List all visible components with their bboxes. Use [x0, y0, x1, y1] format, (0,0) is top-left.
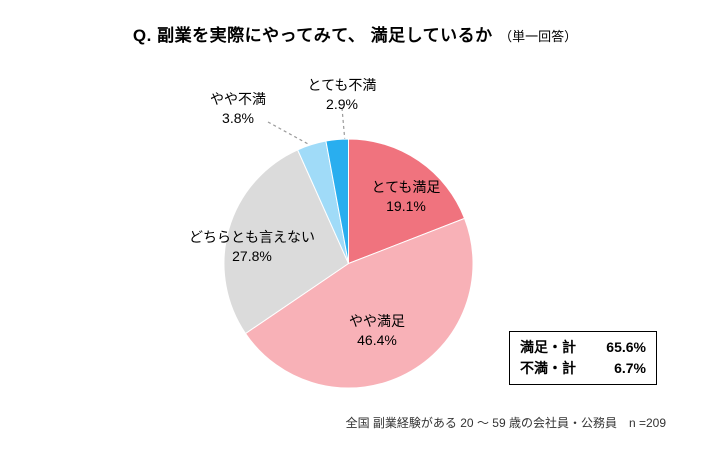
slice-label-yaya-manzoku: やや満足 46.4%: [349, 312, 405, 350]
slice-label-value: 2.9%: [326, 96, 358, 112]
slice-label-name: やや不満: [210, 91, 266, 107]
slice-label-dochira: どちらとも言えない 27.8%: [189, 228, 315, 266]
slice-label-value: 19.1%: [386, 198, 426, 214]
pie-slice-2: [244, 217, 474, 389]
summary-value: 6.7%: [614, 360, 646, 376]
slice-label-name: やや満足: [349, 313, 405, 329]
footnote: 全国 副業経験がある 20 ～ 59 歳の会社員・公務員 n =209: [345, 416, 666, 430]
summary-label: 満足・計: [520, 339, 576, 355]
chart-title-text: Q. 副業を実際にやってみて、 満足しているか: [132, 26, 493, 45]
slice-label-value: 46.4%: [357, 332, 397, 348]
summary-row-dissatisfied: 不満・計 6.7%: [520, 358, 646, 379]
slice-label-name: どちらとも言えない: [189, 229, 315, 245]
summary-label: 不満・計: [520, 360, 576, 376]
summary-row-satisfied: 満足・計 65.6%: [520, 337, 646, 358]
chart-title-suffix: （単一回答）: [499, 29, 578, 44]
slice-label-value: 3.8%: [222, 110, 254, 126]
pie-slice-3: [223, 149, 350, 335]
summary-box: 満足・計 65.6% 不満・計 6.7%: [509, 331, 657, 385]
slice-label-yaya-fuman: やや不満 3.8%: [210, 90, 266, 128]
slice-label-value: 27.8%: [232, 248, 272, 264]
slice-label-totemo-manzoku: とても満足 19.1%: [372, 178, 441, 216]
slice-label-name: とても満足: [371, 179, 441, 195]
pie-chart: [223, 138, 474, 389]
pie-slice-5: [325, 138, 349, 264]
summary-value: 65.6%: [606, 339, 646, 355]
slice-label-name: とても不満: [307, 77, 377, 93]
chart-title: Q. 副業を実際にやってみて、 満足しているか （単一回答）: [0, 21, 710, 46]
slice-label-totemo-fuman: とても不満 2.9%: [308, 76, 377, 114]
pie-slice-1: [348, 138, 466, 265]
